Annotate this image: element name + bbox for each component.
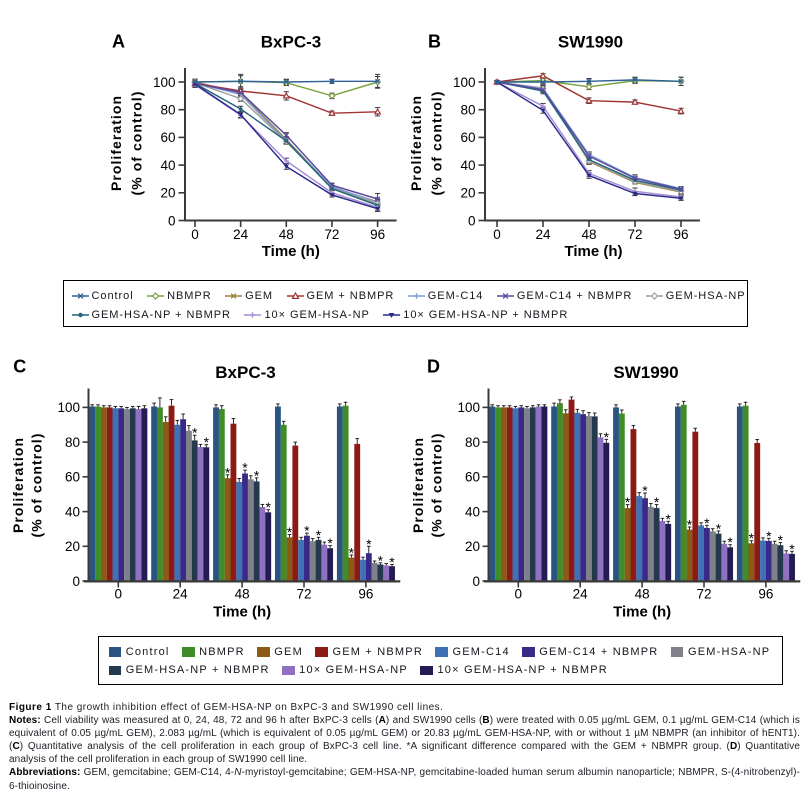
svg-text:48: 48 [635,587,650,602]
svg-text:40: 40 [460,158,475,173]
svg-text:*: * [204,434,210,450]
svg-text:100: 100 [457,400,480,415]
svg-text:*: * [789,541,795,557]
svg-text:100: 100 [453,75,476,90]
svg-text:72: 72 [296,587,311,602]
svg-text:*: * [254,467,260,483]
svg-text:Time (h): Time (h) [262,243,320,260]
svg-text:*: * [378,552,384,568]
svg-text:40: 40 [160,158,175,173]
svg-text:*: * [778,532,784,548]
svg-text:Time (h): Time (h) [564,243,622,260]
svg-text:0: 0 [468,213,476,228]
svg-text:*: * [665,511,671,527]
svg-text:*: * [316,527,322,543]
svg-text:(% of control): (% of control) [429,433,445,538]
svg-text:24: 24 [233,227,249,242]
svg-text:20: 20 [160,186,175,201]
svg-text:SW1990: SW1990 [558,33,623,52]
svg-text:Proliferation: Proliferation [410,437,426,533]
svg-text:*: * [704,515,710,531]
svg-text:*: * [389,554,395,570]
svg-text:100: 100 [57,400,80,415]
svg-text:96: 96 [358,587,373,602]
svg-text:Time (h): Time (h) [213,604,271,621]
svg-text:0: 0 [115,587,123,602]
svg-text:40: 40 [65,504,80,519]
svg-text:48: 48 [279,227,294,242]
svg-text:96: 96 [370,227,385,242]
svg-text:*: * [625,494,631,510]
svg-text:48: 48 [581,227,596,242]
svg-text:B: B [428,32,441,52]
svg-text:20: 20 [460,186,475,201]
svg-text:(% of control): (% of control) [29,433,45,538]
svg-text:24: 24 [535,227,551,242]
svg-text:*: * [265,499,271,515]
svg-text:80: 80 [65,435,80,450]
svg-text:*: * [349,545,355,561]
svg-text:C: C [13,357,26,377]
svg-text:Time (h): Time (h) [613,604,671,621]
svg-text:0: 0 [168,213,176,228]
svg-text:(% of control): (% of control) [128,91,144,196]
svg-text:*: * [654,494,660,510]
svg-text:Proliferation: Proliferation [108,95,124,191]
svg-text:0: 0 [472,574,480,589]
svg-text:20: 20 [65,539,80,554]
svg-text:*: * [304,523,310,539]
svg-text:60: 60 [160,130,175,145]
svg-text:72: 72 [627,227,642,242]
svg-text:*: * [242,460,248,476]
svg-text:*: * [225,464,231,480]
svg-text:72: 72 [324,227,339,242]
svg-text:*: * [327,535,333,551]
svg-text:D: D [427,357,440,377]
svg-text:*: * [749,530,755,546]
svg-text:*: * [192,425,198,441]
svg-text:80: 80 [465,435,480,450]
svg-text:A: A [112,32,125,52]
svg-text:24: 24 [173,587,189,602]
svg-text:*: * [766,528,772,544]
svg-text:60: 60 [460,130,475,145]
svg-text:0: 0 [493,227,501,242]
svg-text:Proliferation: Proliferation [10,437,26,533]
svg-text:*: * [716,521,722,537]
svg-text:80: 80 [160,103,175,118]
svg-text:*: * [366,536,372,552]
svg-text:96: 96 [673,227,688,242]
svg-text:0: 0 [191,227,199,242]
svg-text:60: 60 [465,470,480,485]
svg-text:24: 24 [573,587,589,602]
svg-text:20: 20 [465,539,480,554]
svg-text:*: * [604,429,610,445]
svg-text:48: 48 [235,587,250,602]
svg-text:40: 40 [465,504,480,519]
svg-text:0: 0 [72,574,80,589]
svg-text:BxPC-3: BxPC-3 [261,33,321,52]
svg-text:80: 80 [460,103,475,118]
svg-text:SW1990: SW1990 [613,363,678,382]
svg-text:(% of control): (% of control) [428,91,444,196]
svg-text:*: * [687,517,693,533]
svg-text:*: * [642,483,648,499]
svg-text:Proliferation: Proliferation [408,95,424,191]
svg-text:60: 60 [65,470,80,485]
svg-text:72: 72 [696,587,711,602]
svg-text:*: * [727,534,733,550]
svg-text:0: 0 [515,587,523,602]
svg-text:*: * [287,524,293,540]
svg-text:BxPC-3: BxPC-3 [215,363,275,382]
svg-text:100: 100 [153,75,176,90]
svg-text:96: 96 [758,587,773,602]
